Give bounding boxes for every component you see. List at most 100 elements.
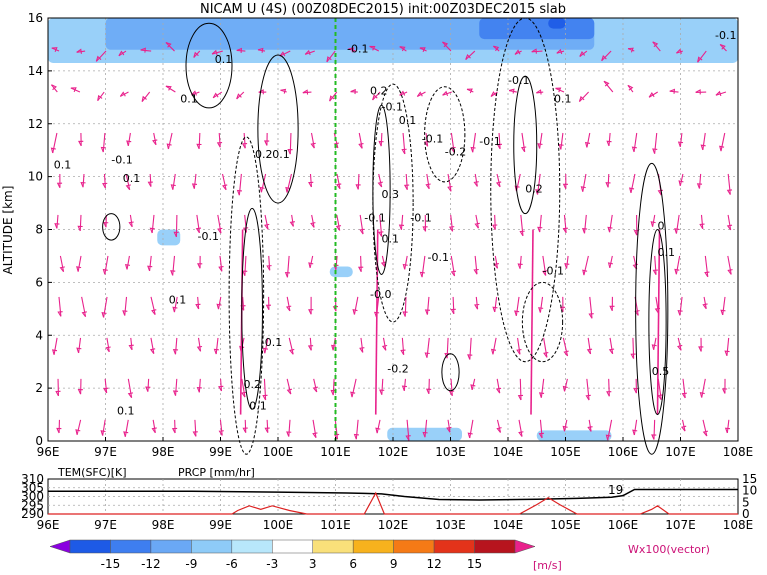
wind-vector-head <box>492 224 498 230</box>
wind-vector <box>469 419 474 439</box>
wind-vector-head <box>56 427 62 434</box>
wind-vector-head <box>51 349 58 355</box>
wind-vector-head <box>55 390 61 397</box>
wind-vector <box>129 214 133 227</box>
shaded-region <box>669 282 698 293</box>
wind-vector-head <box>193 51 199 58</box>
wind-vector <box>147 378 150 392</box>
wind-vector-head <box>631 146 637 153</box>
wind-vector <box>697 50 707 63</box>
wind-vector-head <box>197 263 203 269</box>
contour-line <box>228 136 265 455</box>
wind-vector <box>378 173 383 188</box>
wind-vector-head <box>581 228 588 234</box>
y-axis-ticks: 0 2 4 6 8 10 12 14 16 <box>28 11 52 448</box>
subplot-left-tick: 300 <box>21 490 44 504</box>
x-tick-label: 106E <box>608 445 639 459</box>
wind-vector-head <box>629 187 635 194</box>
x-tick-label: 100E <box>263 445 294 459</box>
wind-vector-head <box>424 309 431 315</box>
wind-vector-head <box>699 223 705 230</box>
wind-vector <box>677 337 682 351</box>
wind-vector <box>286 378 292 395</box>
wind-vector <box>609 337 614 354</box>
wind-vector <box>167 132 173 150</box>
wind-vector-head <box>222 184 228 191</box>
wind-vector <box>286 296 291 312</box>
wind-vector <box>607 173 610 188</box>
wind-vector-head <box>312 432 318 439</box>
wind-vector-head <box>473 268 479 275</box>
wind-vector-head <box>357 266 364 272</box>
wind-vector <box>153 132 157 145</box>
y-tick-label: 16 <box>28 11 43 25</box>
shaded-region <box>358 329 388 354</box>
subplot-x-tick-label: 103E <box>435 518 466 532</box>
wind-vector-head <box>330 389 336 396</box>
wind-vector <box>244 255 247 276</box>
wind-vector-head <box>118 50 125 57</box>
wind-vector <box>608 132 611 147</box>
wind-vector <box>286 255 290 278</box>
wind-vector-head <box>377 181 383 188</box>
wind-vector <box>305 50 315 55</box>
wind-vector-head <box>715 90 722 97</box>
colorbar-tick-label: 6 <box>349 557 357 571</box>
wind-vector-head <box>331 344 337 351</box>
contour-label: -0.1 <box>198 230 219 243</box>
wind-vector-head <box>95 55 102 62</box>
wind-vector <box>421 255 426 278</box>
wind-vector <box>539 419 543 439</box>
wind-vector <box>632 337 635 359</box>
wind-vector <box>242 296 245 311</box>
wind-vector-head <box>100 430 106 436</box>
wind-vector <box>174 337 178 355</box>
wind-vector-head <box>152 139 158 146</box>
contour-line <box>257 54 299 204</box>
wind-vector <box>630 173 636 194</box>
wind-vector <box>211 50 223 55</box>
x-tick-label: 102E <box>378 445 409 459</box>
wind-vector-head <box>147 265 153 272</box>
x-tick-label: 98E <box>152 445 175 459</box>
wind-vector <box>607 419 613 441</box>
wind-vector <box>675 255 681 275</box>
contour-label: -0.1 <box>479 135 500 148</box>
wind-vector-head <box>403 184 410 190</box>
wind-vector <box>539 214 542 233</box>
wind-vector-head <box>355 184 361 190</box>
wind-vector-head <box>126 140 132 146</box>
wind-vector <box>369 45 380 52</box>
wind-vector <box>79 214 82 231</box>
wind-vector-head <box>448 226 455 232</box>
colorbar-tick-label: -15 <box>101 557 121 571</box>
subplot-right-label: 19 <box>608 483 623 497</box>
colorbar-swatch <box>474 539 516 554</box>
wind-vector-head <box>517 263 523 269</box>
contour-line <box>185 22 233 109</box>
contour-lines <box>102 17 669 455</box>
colorbar-triangle-high <box>514 539 536 554</box>
wind-vector-head <box>332 305 339 312</box>
wind-vector <box>401 337 405 355</box>
wind-vector-head <box>381 344 388 351</box>
wind-vector <box>288 419 291 437</box>
wind-vector-head <box>605 434 611 441</box>
wind-vector <box>493 45 500 52</box>
wind-vector <box>198 132 201 149</box>
wind-vector <box>217 214 222 234</box>
wind-vector <box>539 296 544 313</box>
contour-label: 0.1 <box>399 114 417 127</box>
wind-vector-head <box>336 183 342 190</box>
wind-vector-head <box>165 42 172 48</box>
shaded-region <box>548 18 566 29</box>
wind-vector <box>102 419 106 436</box>
wind-vector-head <box>218 266 224 272</box>
wind-vector-head <box>466 88 473 94</box>
wind-vector <box>360 337 364 353</box>
wind-vector <box>104 378 108 393</box>
wind-vector-head <box>555 87 562 93</box>
wind-vector-head <box>216 303 222 310</box>
subplot-x-tick-label: 101E <box>320 518 351 532</box>
wind-vector-head <box>102 268 108 275</box>
